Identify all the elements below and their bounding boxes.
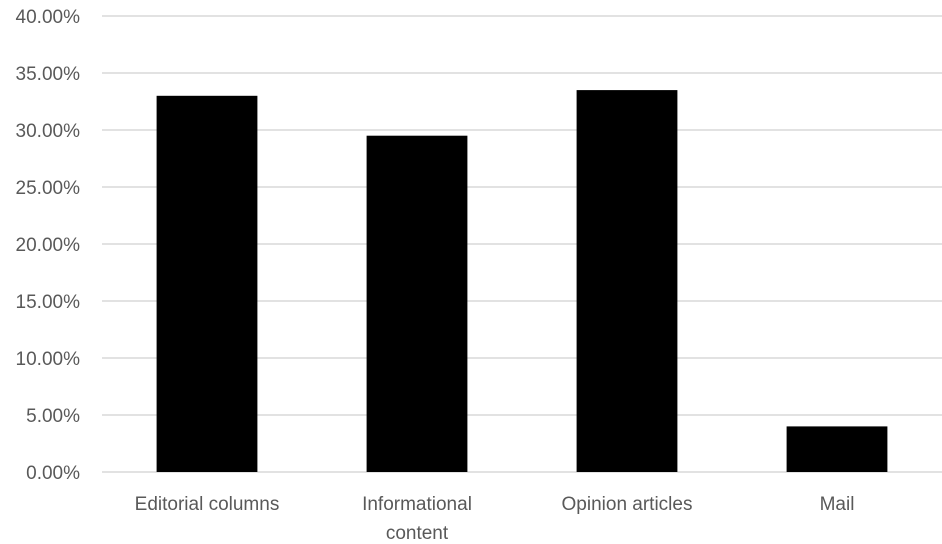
x-category-label: Mail <box>820 494 855 515</box>
bar <box>576 90 678 472</box>
bar <box>156 95 258 473</box>
x-category-label: content <box>386 523 449 544</box>
bar <box>366 135 468 472</box>
x-category-label: Opinion articles <box>562 494 693 515</box>
y-tick-label: 10.00% <box>16 349 81 370</box>
y-axis-tick-labels: 0.00% 5.00% 10.00% 15.00% 20.00% 25.00% 30.00%… <box>16 7 81 484</box>
y-tick-label: 40.00% <box>16 7 81 28</box>
x-category-label: Informational <box>362 494 472 515</box>
x-axis-category-labels: Editorial columns Informational content Opi… <box>135 494 855 544</box>
bars <box>156 90 888 473</box>
y-tick-label: 15.00% <box>16 292 81 313</box>
y-tick-label: 5.00% <box>26 406 80 427</box>
bar <box>786 426 888 472</box>
y-tick-label: 0.00% <box>26 463 80 484</box>
x-category-label: Editorial columns <box>135 494 280 515</box>
y-tick-label: 35.00% <box>16 64 81 85</box>
y-tick-label: 25.00% <box>16 178 81 199</box>
y-tick-label: 30.00% <box>16 121 81 142</box>
y-tick-label: 20.00% <box>16 235 81 256</box>
